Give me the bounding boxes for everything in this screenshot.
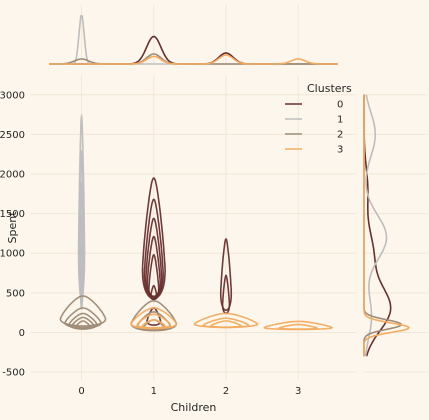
main-plot: 0 1 2 3 -500 0 500 1000 1500 2000 2500 3000 Cluste… [0, 75, 356, 397]
contour-cluster-1 [80, 244, 83, 311]
legend-label-3: 3 [337, 145, 343, 156]
right-marginal-plot [363, 94, 427, 373]
right-marginal-density-3 [363, 94, 411, 357]
top-marginal-plot [49, 5, 338, 65]
y-tick-label: 500 [6, 288, 25, 299]
contour-cluster-0 [146, 307, 162, 326]
legend-label-2: 2 [337, 130, 343, 141]
y-tick-label: -500 [2, 368, 25, 379]
x-axis-label: Children [171, 401, 217, 414]
contour-cluster-0 [150, 284, 158, 301]
y-tick-label: 2000 [0, 170, 25, 181]
y-tick-labels: -500 0 500 1000 1500 2000 2500 3000 [0, 90, 25, 378]
y-tick-label: 3000 [0, 90, 25, 101]
x-tick-labels: 0 1 2 3 [78, 386, 301, 397]
contour-cluster-0 [141, 177, 166, 300]
legend: Clusters 0 1 2 3 [285, 82, 352, 156]
y-tick-label: 2500 [0, 130, 25, 141]
legend-label-1: 1 [337, 115, 343, 126]
contour-cluster-3 [263, 320, 334, 331]
legend-label-0: 0 [337, 100, 343, 111]
y-axis-label: Spent [6, 211, 19, 244]
top-marginal-density-1 [49, 15, 338, 65]
top-marginal-density-3 [49, 54, 338, 65]
x-tick-label: 1 [151, 386, 157, 397]
right-marginal-density-1 [364, 94, 388, 357]
kde-contours [59, 113, 334, 332]
legend-items: 0 1 2 3 [285, 100, 343, 156]
x-tick-label: 0 [78, 386, 84, 397]
contour-cluster-2 [74, 320, 92, 330]
y-tick-label: 1500 [0, 209, 25, 220]
contour-cluster-3 [210, 320, 242, 329]
y-tick-label: 0 [19, 328, 25, 339]
x-tick-label: 3 [295, 386, 301, 397]
contour-cluster-0 [221, 274, 231, 315]
legend-title: Clusters [307, 82, 352, 95]
y-tick-label: 1000 [0, 249, 25, 260]
contour-cluster-3 [278, 323, 319, 330]
contour-cluster-3 [130, 307, 178, 330]
contour-cluster-3 [141, 319, 166, 329]
x-tick-label: 2 [223, 386, 229, 397]
